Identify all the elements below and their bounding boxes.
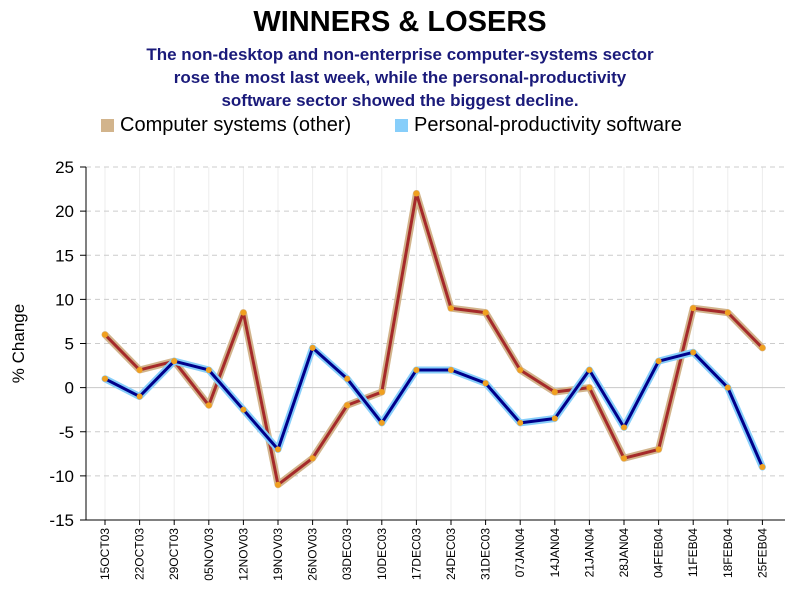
- data-point-personal-productivity: [759, 464, 766, 471]
- data-point-personal-productivity: [448, 366, 454, 373]
- data-point-computer-systems: [344, 402, 351, 409]
- data-point-personal-productivity: [586, 366, 593, 373]
- data-point-computer-systems: [309, 455, 316, 462]
- data-point-computer-systems: [275, 481, 281, 488]
- data-point-personal-productivity: [517, 419, 524, 426]
- data-point-computer-systems: [136, 366, 143, 373]
- data-point-personal-productivity: [136, 393, 143, 400]
- data-point-personal-productivity: [724, 384, 731, 391]
- data-point-computer-systems: [413, 190, 420, 197]
- data-point-personal-productivity: [205, 366, 212, 373]
- data-point-personal-productivity: [275, 446, 281, 453]
- y-tick-label: 10: [55, 290, 74, 309]
- data-point-computer-systems: [690, 305, 697, 312]
- series-line-computer-systems: [103, 191, 764, 487]
- data-point-personal-productivity: [378, 419, 385, 426]
- data-point-computer-systems: [759, 344, 766, 351]
- x-tick-label: 12NOV03: [236, 528, 250, 581]
- data-point-computer-systems: [205, 402, 212, 409]
- x-tick-label: 07JAN04: [513, 528, 527, 578]
- x-tick-label: 03DEC03: [340, 528, 354, 580]
- legend-item-computer-systems: Computer systems (other): [101, 114, 351, 137]
- series-line-outer-computer-systems: [101, 189, 766, 489]
- data-point-personal-productivity: [551, 415, 558, 422]
- data-point-computer-systems: [551, 389, 558, 396]
- series-line-outer-personal-productivity: [101, 344, 766, 471]
- legend-label-personal-productivity: Personal-productivity software: [414, 114, 682, 136]
- data-point-personal-productivity: [171, 358, 178, 365]
- x-tick-label: 18FEB04: [721, 528, 735, 578]
- data-point-personal-productivity: [344, 375, 351, 382]
- x-tick-label: 15OCT03: [98, 528, 112, 580]
- x-tick-label: 17DEC03: [409, 528, 423, 580]
- x-tick-label: 28JAN04: [617, 528, 631, 578]
- x-tick-label: 24DEC03: [444, 528, 458, 580]
- legend-swatch-personal-productivity: [395, 119, 408, 132]
- x-tick-label: 26NOV03: [306, 528, 320, 581]
- data-point-personal-productivity: [482, 380, 489, 387]
- legend-item-personal-productivity: Personal-productivity software: [395, 114, 682, 137]
- x-tick-label: 29OCT03: [167, 528, 181, 580]
- data-point-computer-systems: [724, 309, 731, 316]
- subtitle-line-2: rose the most last week, while the perso…: [173, 68, 627, 87]
- chart-subtitle: The non-desktop and non-enterprise compu…: [0, 43, 800, 112]
- chart-title: WINNERS & LOSERS: [253, 6, 547, 38]
- data-point-computer-systems: [517, 366, 524, 373]
- y-tick-label: 5: [65, 335, 74, 354]
- data-point-computer-systems: [378, 389, 385, 396]
- data-point-computer-systems: [655, 446, 662, 453]
- x-tick-label: 31DEC03: [479, 528, 493, 580]
- x-tick-label: 25FEB04: [755, 528, 769, 578]
- data-point-personal-productivity: [655, 358, 662, 365]
- data-point-personal-productivity: [413, 366, 420, 373]
- subtitle-line-1: The non-desktop and non-enterprise compu…: [146, 45, 654, 64]
- subtitle-line-3: software sector showed the biggest decli…: [221, 91, 579, 110]
- y-tick-label: 25: [55, 158, 74, 177]
- data-point-personal-productivity: [690, 349, 697, 356]
- x-tick-label: 11FEB04: [686, 528, 700, 577]
- x-tick-label: 05NOV03: [202, 528, 216, 581]
- y-tick-label: -10: [49, 467, 74, 486]
- x-tick-label: 10DEC03: [375, 528, 389, 580]
- x-tick-label: 22OCT03: [133, 528, 147, 580]
- data-point-computer-systems: [482, 309, 489, 316]
- legend: Computer systems (other) Personal-produc…: [0, 114, 800, 140]
- legend-swatch-computer-systems: [101, 119, 114, 132]
- data-point-personal-productivity: [621, 424, 627, 431]
- y-tick-label: -5: [59, 423, 74, 442]
- data-point-personal-productivity: [102, 375, 108, 382]
- series-line-personal-productivity: [103, 346, 764, 469]
- data-point-computer-systems: [621, 455, 627, 462]
- data-point-computer-systems: [102, 331, 108, 338]
- x-tick-label: 21JAN04: [582, 528, 596, 578]
- y-tick-label: 0: [65, 379, 74, 398]
- y-tick-label: 20: [55, 202, 74, 221]
- y-axis-label: % Change: [9, 304, 28, 383]
- x-tick-label: 04FEB04: [652, 528, 666, 578]
- legend-label-computer-systems: Computer systems (other): [120, 114, 352, 136]
- data-point-computer-systems: [240, 309, 247, 316]
- x-tick-label: 14JAN04: [548, 528, 562, 578]
- y-tick-label: 15: [55, 246, 74, 265]
- data-point-personal-productivity: [309, 344, 316, 351]
- data-point-computer-systems: [586, 384, 593, 391]
- data-point-personal-productivity: [240, 406, 247, 413]
- data-point-computer-systems: [448, 305, 454, 312]
- x-tick-label: 19NOV03: [271, 528, 285, 581]
- y-tick-label: -15: [49, 511, 74, 530]
